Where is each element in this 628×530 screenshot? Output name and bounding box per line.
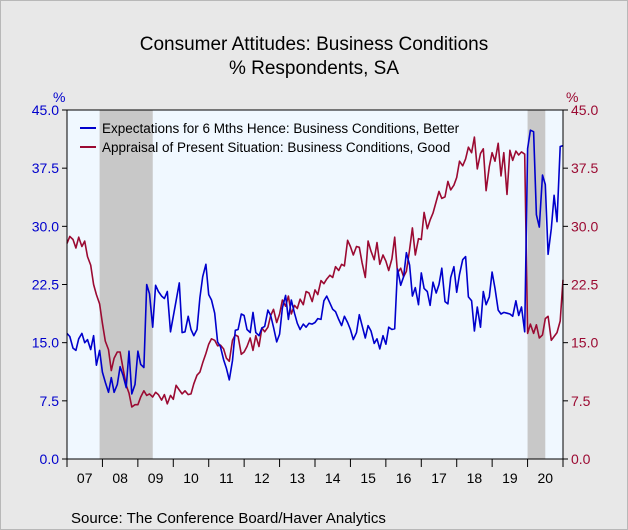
x-tick-label: 07 [77, 470, 93, 486]
left-tick-label: 30.0 [32, 218, 59, 234]
right-tick-label: 30.0 [571, 218, 598, 234]
left-tick-label: 15.0 [32, 335, 59, 351]
left-tick-label: 7.5 [40, 393, 60, 409]
left-tick-label: 37.5 [32, 160, 59, 176]
x-tick-label: 15 [360, 470, 376, 486]
left-tick-label: 45.0 [32, 102, 59, 118]
right-axis-unit: % [566, 89, 578, 105]
right-tick-label: 7.5 [571, 393, 591, 409]
series-line [66, 136, 564, 408]
x-tick-label: 10 [183, 470, 199, 486]
x-tick-label: 20 [537, 470, 553, 486]
legend-label: Expectations for 6 Mths Hence: Business … [102, 121, 460, 136]
recession-shade [99, 110, 153, 459]
left-tick-label: 0.0 [40, 451, 60, 467]
left-tick-label: 22.5 [32, 277, 59, 293]
x-tick-label: 19 [502, 470, 518, 486]
x-tick-label: 12 [254, 470, 270, 486]
x-tick-label: 18 [467, 470, 483, 486]
x-tick-label: 13 [289, 470, 305, 486]
right-tick-label: 0.0 [571, 451, 591, 467]
left-axis-unit: % [53, 89, 65, 105]
series-line [66, 129, 564, 395]
source-note: Source: The Conference Board/Haver Analy… [71, 510, 386, 527]
right-tick-label: 37.5 [571, 160, 598, 176]
x-tick-label: 11 [219, 470, 234, 486]
right-tick-label: 22.5 [571, 277, 598, 293]
chart-title: Consumer Attitudes: Business Conditions [139, 34, 489, 55]
x-tick-label: 17 [431, 470, 447, 486]
x-tick-label: 16 [396, 470, 412, 486]
right-tick-label: 15.0 [571, 335, 598, 351]
legend-label: Appraisal of Present Situation: Business… [102, 140, 450, 155]
recession-shade [527, 110, 546, 459]
x-tick-label: 09 [148, 470, 164, 486]
right-tick-label: 45.0 [571, 102, 598, 118]
chart-subtitle: % Respondents, SA [228, 58, 400, 79]
x-tick-label: 08 [112, 470, 128, 486]
x-tick-label: 14 [325, 470, 341, 486]
